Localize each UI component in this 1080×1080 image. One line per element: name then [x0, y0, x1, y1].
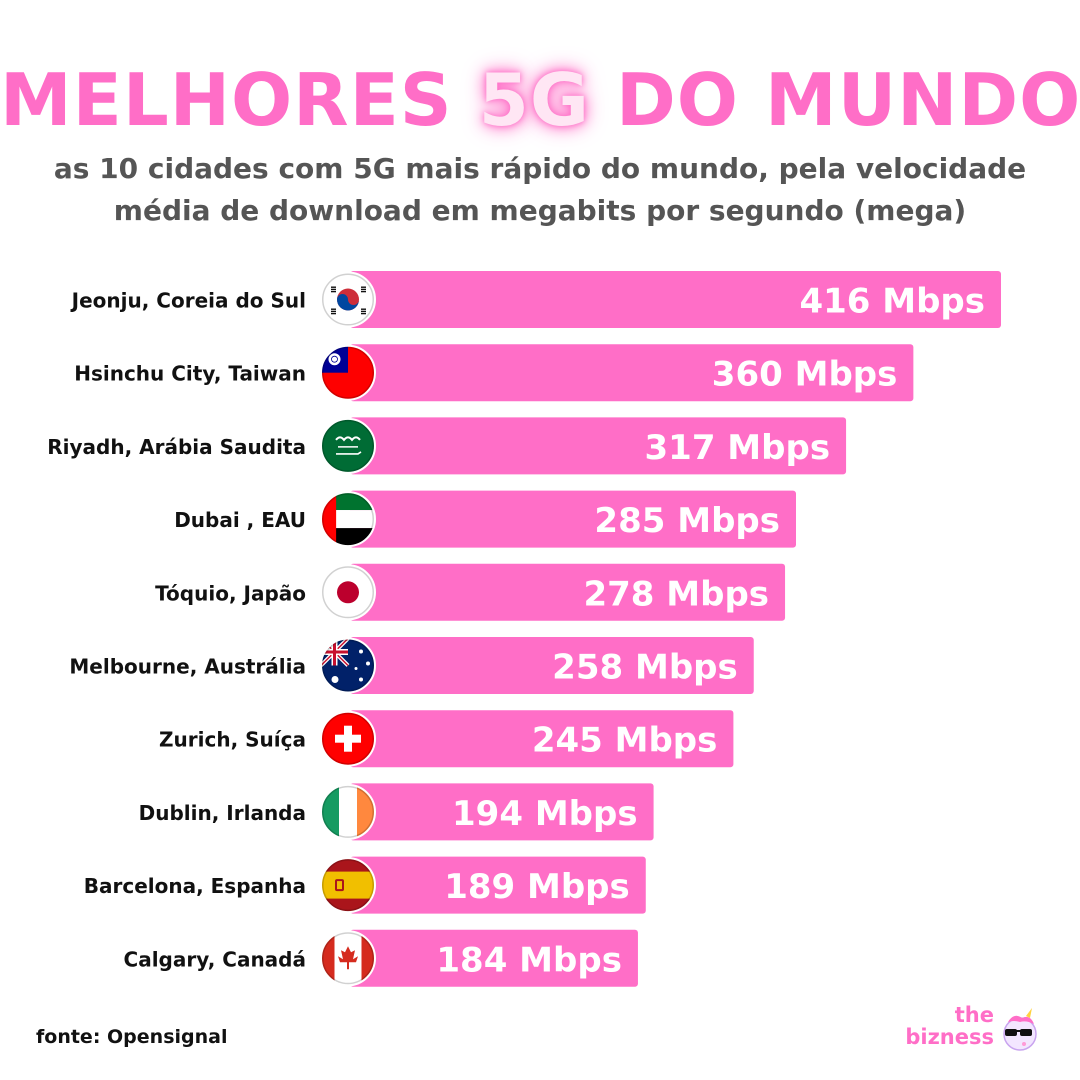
category-label: Calgary, Canadá	[124, 947, 306, 971]
bar-row: 184 Mbps Calgary, Canadá	[124, 929, 638, 987]
category-label: Dubai , EAU	[174, 508, 306, 532]
category-label: Zurich, Suíça	[159, 728, 306, 752]
bar-value-label: 245 Mbps	[532, 721, 718, 761]
bar	[350, 783, 654, 841]
category-label: Riyadh, Arábia Saudita	[47, 435, 306, 459]
source-note: fonte: Opensignal	[36, 1026, 228, 1048]
title-part-2: DO MUNDO	[589, 58, 1080, 142]
category-label: Barcelona, Espanha	[84, 874, 306, 898]
bar	[350, 929, 638, 987]
brand-line-1: the	[954, 1003, 994, 1027]
bar-value-label: 416 Mbps	[799, 282, 985, 322]
category-label: Melbourne, Austrália	[69, 655, 306, 679]
bar	[350, 271, 1001, 328]
chart-subtitle: as 10 cidades com 5G mais rápido do mund…	[53, 152, 1027, 227]
bar	[350, 417, 847, 475]
category-label: Tóquio, Japão	[155, 581, 306, 605]
bar-value-label: 189 Mbps	[444, 867, 630, 907]
japan-flag-icon	[320, 564, 376, 621]
bar-value-label: 285 Mbps	[594, 501, 780, 541]
bar	[350, 490, 796, 548]
saudi-arabia-flag-icon	[320, 417, 376, 474]
bar	[350, 563, 786, 621]
bar	[350, 710, 734, 768]
title-highlight-5g: 5G	[478, 58, 590, 142]
uae-flag-icon	[320, 491, 376, 548]
bar-value-label: 194 Mbps	[452, 794, 638, 834]
bar	[350, 637, 754, 694]
bar-row: 189 Mbps Barcelona, Espanha	[84, 856, 646, 914]
canada-flag-icon	[320, 930, 376, 987]
category-label: Dublin, Irlanda	[139, 801, 306, 825]
bar-value-label: 258 Mbps	[552, 648, 738, 688]
bar-row: 416 Mbps Jeonju, Coreia do Sul	[70, 271, 1001, 328]
bar-value-label: 317 Mbps	[645, 428, 831, 468]
ireland-flag-icon	[320, 783, 376, 840]
bar-row: 360 Mbps Hsinchu City, Taiwan	[74, 344, 914, 402]
bar	[350, 856, 646, 914]
category-label: Jeonju, Coreia do Sul	[70, 289, 306, 313]
switzerland-flag-icon	[320, 710, 376, 767]
unicorn-sunglasses-icon	[1003, 1008, 1037, 1051]
spain-flag-icon	[320, 857, 376, 914]
bar-row: 285 Mbps Dubai , EAU	[174, 490, 796, 548]
brand-line-2: bizness	[905, 1025, 994, 1049]
bar-row: 278 Mbps Tóquio, Japão	[155, 563, 786, 621]
chart-title: MELHORES 5G DO MUNDO	[0, 58, 1080, 142]
south-korea-flag-icon	[320, 271, 376, 328]
bar-value-label: 360 Mbps	[712, 355, 898, 395]
title-part-1: MELHORES	[0, 58, 479, 142]
bar	[350, 344, 914, 402]
taiwan-flag-icon	[320, 344, 376, 401]
bar-row: 317 Mbps Riyadh, Arábia Saudita	[47, 417, 847, 475]
bar-value-label: 278 Mbps	[583, 574, 769, 614]
bar-row: 245 Mbps Zurich, Suíça	[159, 710, 734, 768]
bar-value-label: 184 Mbps	[436, 940, 622, 980]
category-label: Hsinchu City, Taiwan	[74, 362, 306, 386]
australia-flag-icon	[320, 637, 376, 694]
bar-row: 194 Mbps Dublin, Irlanda	[139, 783, 654, 841]
bar-row: 258 Mbps Melbourne, Austrália	[69, 637, 754, 694]
brand-logo: the bizness	[905, 1004, 994, 1048]
